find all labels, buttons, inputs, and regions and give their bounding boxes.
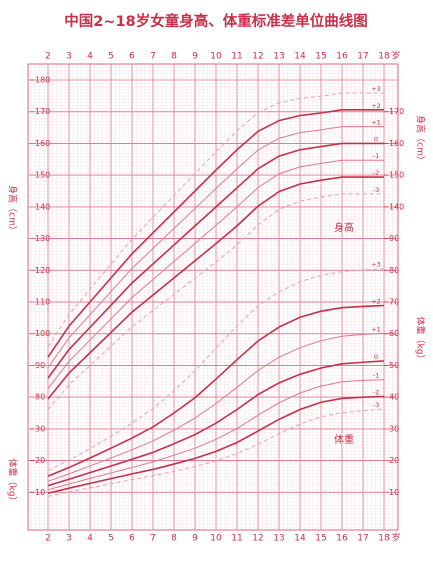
y-tick-label: 70: [389, 298, 399, 307]
x-tick-label: 14: [294, 52, 306, 62]
x-tick-label: 5: [108, 52, 114, 62]
y2-axis-title-left: 体重（kg）: [7, 459, 19, 506]
series-label: +2: [371, 297, 381, 305]
x-tick-label: 16: [336, 534, 348, 544]
y-tick-label: 50: [389, 361, 399, 370]
series-line: [47, 304, 385, 477]
series-line: [47, 408, 385, 497]
x-tick-label: 11: [231, 52, 242, 62]
x-tick-label: 8: [171, 52, 177, 62]
x-tick-label: 14: [294, 534, 306, 544]
y2-axis-title: 体重（kg）: [415, 317, 427, 364]
x-tick-label: 10: [210, 534, 222, 544]
y-tick-label: 10: [35, 488, 45, 497]
series-line: [47, 176, 384, 400]
series-line: [47, 395, 385, 495]
series-label: +3: [371, 261, 381, 269]
chart-title: 中国2~18岁女童身高、体重标准差单位曲线图: [64, 12, 367, 30]
weight-label: 体重: [334, 433, 354, 446]
x-tick-label: 15: [315, 52, 326, 62]
series-line: [47, 109, 384, 358]
series-label: +3: [371, 85, 381, 93]
series-line: [47, 142, 384, 379]
series-label: +2: [371, 102, 381, 110]
height-label: 身高: [334, 221, 354, 234]
y-axis-title-right: 身高（cm）: [415, 115, 427, 165]
series-line: [47, 268, 385, 471]
series-line: [47, 332, 385, 482]
x-tick-label: 3: [66, 534, 72, 544]
x-tick-label: 8: [171, 534, 177, 544]
x-tick-label: 11: [231, 534, 242, 544]
series-label: 0: [374, 353, 378, 361]
series-line: [47, 159, 384, 389]
series-label: -3: [373, 186, 379, 194]
y-tick-label: 170: [389, 107, 404, 116]
x-tick-label: 10: [210, 52, 222, 62]
x-tick-label: 3: [66, 52, 72, 62]
x-tick-label: 15: [315, 534, 326, 544]
series-label: 0: [374, 135, 378, 143]
y-tick-label: 180: [35, 76, 50, 85]
x-tick-label: 9: [192, 534, 198, 544]
series-label: +1: [371, 325, 381, 333]
series-label: -3: [373, 401, 379, 409]
x-tick-label: 16: [336, 52, 348, 62]
x-tick-label: 17: [357, 534, 368, 544]
x-tick-label: 6: [129, 52, 135, 62]
x-tick-label: 6: [129, 534, 135, 544]
y-tick-label: 20: [35, 456, 45, 465]
x-tick-label: 18: [378, 534, 390, 544]
x-tick-label: 2: [45, 534, 51, 544]
series-line: [47, 379, 385, 491]
x-tick-label: 4: [87, 534, 93, 544]
x-tick-label: 13: [273, 52, 284, 62]
y-tick-label: 90: [389, 234, 399, 243]
x-tick-label: 18: [378, 52, 390, 62]
x-tick-label: 7: [150, 52, 156, 62]
series-label: +1: [371, 119, 381, 127]
series-label: -1: [373, 372, 379, 380]
x-unit-bottom: 岁: [391, 532, 400, 544]
x-tick-label: 17: [357, 52, 368, 62]
x-tick-label: 2: [45, 52, 51, 62]
series-label: -1: [373, 152, 379, 160]
series-line: [47, 92, 384, 347]
x-tick-label: 5: [108, 534, 114, 544]
series-line: [47, 126, 384, 368]
y-tick-label: 160: [389, 139, 404, 148]
y-tick-label: 150: [389, 171, 404, 180]
series-label: -2: [373, 169, 379, 177]
series-line: [47, 360, 385, 487]
x-tick-label: 9: [192, 52, 198, 62]
y-tick-label: 60: [389, 329, 399, 338]
y-tick-label: 40: [389, 393, 399, 402]
x-unit-top: 岁: [391, 50, 400, 62]
x-tick-label: 12: [252, 52, 263, 62]
y-axis-title: 身高（cm）: [7, 185, 19, 235]
y-tick-label: 80: [389, 266, 399, 275]
y-tick-label: 30: [35, 424, 45, 433]
x-tick-label: 13: [273, 534, 284, 544]
y-tick-label: 140: [389, 202, 404, 211]
x-tick-label: 12: [252, 534, 263, 544]
series-label: -2: [373, 389, 379, 397]
x-tick-label: 4: [87, 52, 93, 62]
series-line: [47, 193, 384, 410]
plot-area: [27, 63, 399, 531]
x-tick-label: 7: [150, 534, 156, 544]
